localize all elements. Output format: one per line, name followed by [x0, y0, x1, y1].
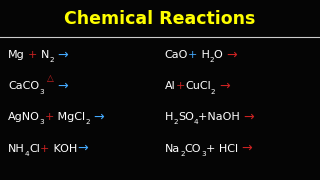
- Text: →: →: [226, 48, 237, 61]
- Text: NH: NH: [8, 143, 25, 154]
- Text: 3: 3: [39, 89, 44, 95]
- Text: N: N: [41, 50, 50, 60]
- Text: →: →: [93, 111, 104, 123]
- Text: +: +: [176, 81, 185, 91]
- Text: CaCO: CaCO: [8, 81, 39, 91]
- Text: CuCl: CuCl: [185, 81, 211, 91]
- Text: 2: 2: [85, 119, 90, 125]
- Text: H: H: [197, 50, 209, 60]
- Text: KOH: KOH: [50, 143, 77, 154]
- Text: + HCl: + HCl: [206, 143, 241, 154]
- Text: +: +: [28, 50, 38, 60]
- Text: Mg: Mg: [8, 50, 25, 60]
- Text: Na: Na: [165, 143, 180, 154]
- Text: +: +: [188, 50, 197, 60]
- Text: →: →: [77, 142, 87, 155]
- Text: 3: 3: [40, 119, 44, 125]
- Text: 2: 2: [173, 119, 178, 125]
- Text: →: →: [219, 80, 229, 93]
- Text: 4: 4: [25, 151, 29, 157]
- Text: →: →: [58, 80, 68, 93]
- Text: +NaOH: +NaOH: [198, 112, 244, 122]
- Text: MgCl: MgCl: [54, 112, 85, 122]
- Text: AgNO: AgNO: [8, 112, 40, 122]
- Text: 2: 2: [209, 57, 214, 63]
- Text: Al: Al: [165, 81, 176, 91]
- Text: +: +: [40, 143, 50, 154]
- Text: Chemical Reactions: Chemical Reactions: [64, 10, 256, 28]
- Text: Cl: Cl: [29, 143, 40, 154]
- Text: CaO: CaO: [165, 50, 188, 60]
- Text: +: +: [44, 112, 54, 122]
- Text: →: →: [244, 111, 254, 123]
- Text: 4: 4: [194, 119, 198, 125]
- Text: →: →: [58, 48, 68, 61]
- Text: △: △: [47, 74, 54, 83]
- Text: CO: CO: [185, 143, 201, 154]
- Text: SO: SO: [178, 112, 194, 122]
- Text: H: H: [165, 112, 173, 122]
- Text: 2: 2: [211, 89, 215, 95]
- Text: O: O: [214, 50, 226, 60]
- Text: 2: 2: [180, 151, 185, 157]
- Text: 3: 3: [201, 151, 206, 157]
- Text: 2: 2: [50, 57, 54, 63]
- Text: →: →: [241, 142, 252, 155]
